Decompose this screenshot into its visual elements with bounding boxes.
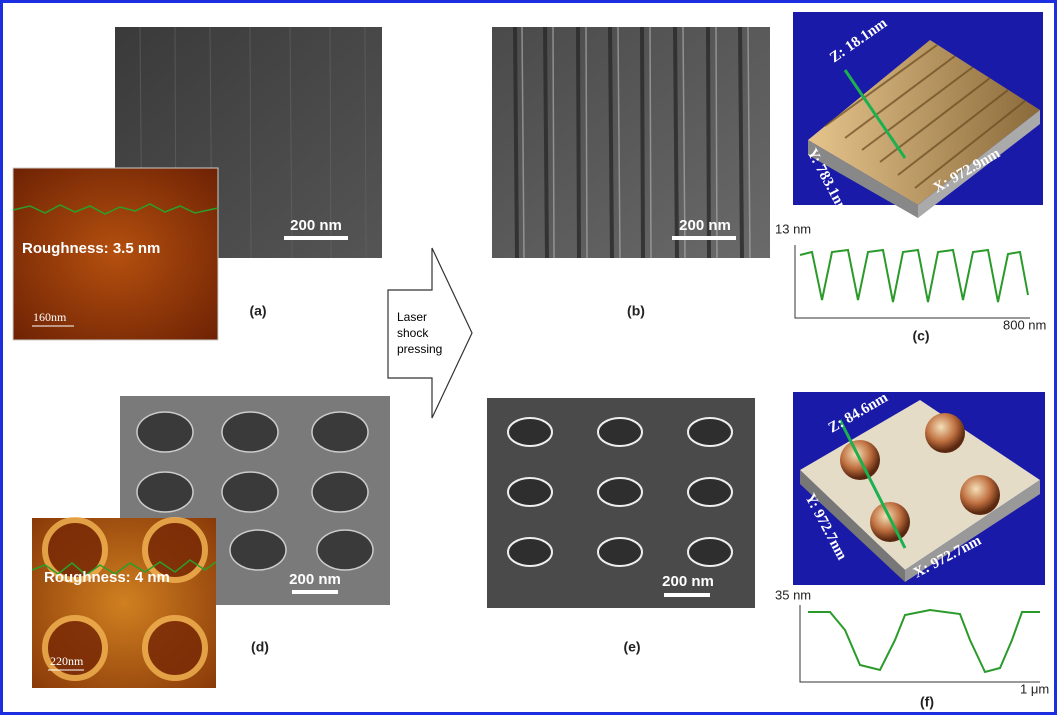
panel-e: 200 nm (e) [487, 398, 755, 655]
panel-a: 200 nm Roughness: 3.5 nm 160nm (a) [13, 27, 382, 340]
roughness: Roughness: 4 nm [44, 569, 170, 586]
panel-d: 200 nm Roughness: 4 nm 220nm (d) [32, 396, 390, 688]
afm-scale: 160nm [33, 310, 67, 324]
arrow-label: Laser [397, 310, 427, 324]
panel-b: 200 nm (b) [492, 27, 770, 319]
profile-x-label: 800 nm [1003, 317, 1046, 332]
panel-label: (c) [912, 328, 929, 344]
panel-f: Z: 84.6nm Y: 972.7nm X: 972.7nm 35 nm 1 … [775, 389, 1049, 709]
arrow-label: shock [397, 326, 429, 340]
scale-bar-label: 200 nm [679, 217, 731, 234]
panel-label: (b) [627, 303, 645, 319]
panel-label: (a) [249, 303, 266, 319]
panel-label: (d) [251, 639, 269, 655]
arrow: Laser shock pressing [388, 248, 472, 418]
scale-bar-label: 200 nm [289, 571, 341, 588]
panel-c: Z: 18.1nm Y: 783.1nm X: 972.9nm 13 nm 80… [775, 12, 1046, 344]
profile-y-label: 35 nm [775, 587, 811, 602]
scale-bar-label: 200 nm [662, 573, 714, 590]
scale-bar-label: 200 nm [290, 217, 342, 234]
afm-scale: 220nm [50, 654, 84, 668]
profile-y-label: 13 nm [775, 221, 811, 236]
panel-label: (e) [623, 639, 640, 655]
panel-label: (f) [920, 694, 934, 710]
figure: 200 nm Roughness: 3.5 nm 160nm (a) Laser… [0, 0, 1057, 715]
profile-x-label: 1 μm [1020, 681, 1049, 696]
arrow-label: pressing [397, 342, 442, 356]
roughness: Roughness: 3.5 nm [22, 240, 160, 257]
